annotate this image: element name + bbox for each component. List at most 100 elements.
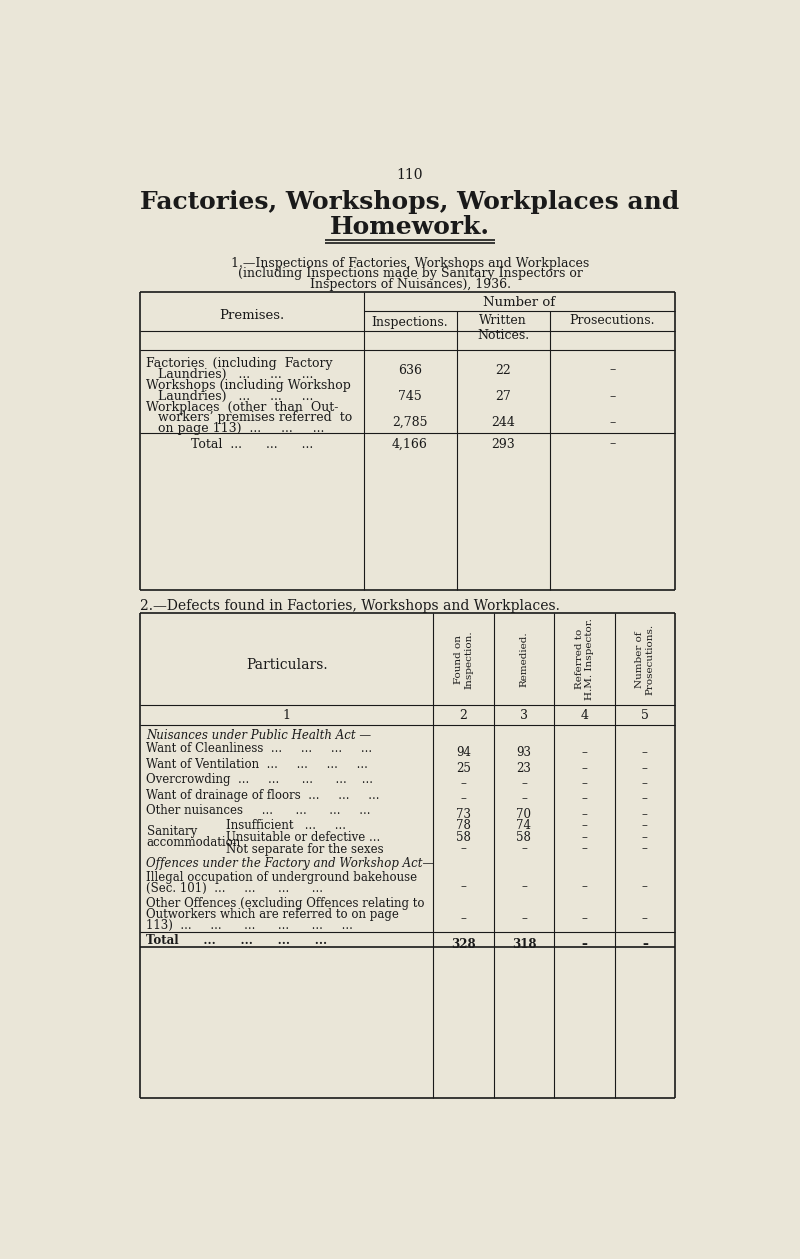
Text: workers’ premises referred  to: workers’ premises referred to — [146, 412, 353, 424]
Text: Other Offences (excluding Offences relating to: Other Offences (excluding Offences relat… — [146, 898, 425, 910]
Text: –: – — [642, 792, 648, 806]
Text: Illegal occupation of underground bakehouse: Illegal occupation of underground bakeho… — [146, 871, 418, 884]
Text: –: – — [642, 938, 648, 951]
Text: –: – — [521, 777, 527, 791]
Text: Want of drainage of floors  ...     ...     ...: Want of drainage of floors ... ... ... — [146, 788, 380, 802]
Text: –: – — [582, 912, 587, 925]
Text: 636: 636 — [398, 364, 422, 376]
Text: –: – — [582, 777, 587, 791]
Text: –: – — [461, 842, 466, 856]
Text: Nuisances under Public Health Act —: Nuisances under Public Health Act — — [146, 729, 372, 742]
Text: Total      ...      ...      ...      ...: Total ... ... ... ... — [146, 934, 328, 947]
Text: Not separate for the sexes: Not separate for the sexes — [226, 842, 383, 856]
Text: 94: 94 — [456, 747, 471, 759]
Text: Unsuitable or defective ...: Unsuitable or defective ... — [226, 831, 380, 844]
Text: –: – — [521, 792, 527, 806]
Text: 4: 4 — [580, 709, 588, 723]
Text: Inspectors of Nuisances), 1936.: Inspectors of Nuisances), 1936. — [310, 278, 510, 291]
Text: 244: 244 — [491, 415, 515, 429]
Text: 293: 293 — [491, 438, 515, 451]
Text: 1: 1 — [282, 709, 290, 721]
Text: Other nuisances     ...      ...      ...     ...: Other nuisances ... ... ... ... — [146, 805, 371, 817]
Text: –: – — [461, 880, 466, 894]
Text: –: – — [521, 880, 527, 894]
Text: –: – — [461, 777, 466, 791]
Text: –: – — [461, 912, 466, 925]
Text: 5: 5 — [641, 709, 649, 723]
Text: –: – — [642, 842, 648, 856]
Text: 27: 27 — [495, 390, 511, 403]
Text: 2.—Defects found in Factories, Workshops and Workplaces.: 2.—Defects found in Factories, Workshops… — [140, 599, 560, 613]
Text: Total  ...      ...      ...: Total ... ... ... — [190, 438, 313, 451]
Text: –: – — [642, 831, 648, 844]
Text: –: – — [582, 880, 587, 894]
Text: Premises.: Premises. — [219, 308, 285, 322]
Text: –: – — [582, 842, 587, 856]
Text: Want of Cleanliness  ...     ...     ...     ...: Want of Cleanliness ... ... ... ... — [146, 743, 373, 755]
Text: Workshops (including Workshop: Workshops (including Workshop — [146, 379, 351, 392]
Text: Number of
Prosecutions.: Number of Prosecutions. — [635, 623, 654, 695]
Text: –: – — [642, 762, 648, 774]
Text: Number of: Number of — [483, 296, 555, 308]
Text: –: – — [609, 390, 615, 403]
Text: –: – — [461, 792, 466, 806]
Text: 58: 58 — [517, 831, 531, 844]
Text: –: – — [582, 762, 587, 774]
Text: Inspections.: Inspections. — [372, 316, 448, 329]
Text: 328: 328 — [451, 938, 476, 951]
Text: 70: 70 — [517, 808, 531, 821]
Text: –: – — [642, 912, 648, 925]
Text: 25: 25 — [456, 762, 471, 774]
Text: Written
Notices.: Written Notices. — [477, 315, 529, 342]
Text: (including Inspections made by Sanitary Inspectors or: (including Inspections made by Sanitary … — [238, 267, 582, 281]
Text: Factories  (including  Factory: Factories (including Factory — [146, 358, 333, 370]
Text: 745: 745 — [398, 390, 422, 403]
Text: Remedied.: Remedied. — [519, 632, 529, 687]
Text: –: – — [582, 831, 587, 844]
Text: 58: 58 — [456, 831, 471, 844]
Text: –: – — [582, 820, 587, 832]
Text: –: – — [609, 438, 615, 451]
Text: Outworkers which are referred to on page: Outworkers which are referred to on page — [146, 908, 399, 922]
Text: –: – — [642, 777, 648, 791]
Text: Overcrowding  ...     ...      ...      ...    ...: Overcrowding ... ... ... ... ... — [146, 773, 374, 786]
Text: Workplaces  (other  than  Out-: Workplaces (other than Out- — [146, 400, 339, 413]
Text: 318: 318 — [512, 938, 536, 951]
Text: 2: 2 — [459, 709, 467, 723]
Text: –: – — [609, 364, 615, 376]
Text: Prosecutions.: Prosecutions. — [570, 315, 655, 327]
Text: Offences under the Factory and Workshop Act—: Offences under the Factory and Workshop … — [146, 857, 434, 870]
Text: on page 113)  ...     ...     ...: on page 113) ... ... ... — [146, 422, 325, 436]
Text: –: – — [642, 820, 648, 832]
Text: 23: 23 — [517, 762, 531, 774]
Text: Particulars.: Particulars. — [246, 658, 327, 672]
Text: –: – — [642, 808, 648, 821]
Text: 1.—Inspections of Factories, Workshops and Workplaces: 1.—Inspections of Factories, Workshops a… — [231, 257, 589, 269]
Text: –: – — [642, 747, 648, 759]
Text: 73: 73 — [456, 808, 471, 821]
Text: 113)  ...     ...      ...      ...      ...     ...: 113) ... ... ... ... ... ... — [146, 919, 354, 932]
Text: Want of Ventilation  ...     ...     ...     ...: Want of Ventilation ... ... ... ... — [146, 758, 368, 771]
Text: 2,785: 2,785 — [392, 415, 428, 429]
Text: –: – — [521, 842, 527, 856]
Text: Homework.: Homework. — [330, 215, 490, 239]
Text: 4,166: 4,166 — [392, 438, 428, 451]
Text: 74: 74 — [517, 820, 531, 832]
Text: 93: 93 — [517, 747, 531, 759]
Text: –: – — [582, 808, 587, 821]
Text: –: – — [521, 912, 527, 925]
Text: –: – — [609, 415, 615, 429]
Text: Factories, Workshops, Workplaces and: Factories, Workshops, Workplaces and — [140, 190, 680, 214]
Text: 3: 3 — [520, 709, 528, 723]
Text: Laundries)   ...     ...     ...: Laundries) ... ... ... — [146, 368, 314, 381]
Text: 22: 22 — [495, 364, 511, 376]
Text: Laundries)   ...     ...     ...: Laundries) ... ... ... — [146, 390, 314, 403]
Text: –: – — [582, 747, 587, 759]
Text: –: – — [642, 880, 648, 894]
Text: Insufficient   ...     ...: Insufficient ... ... — [226, 820, 346, 832]
Text: (Sec. 101)  ...     ...      ...      ...: (Sec. 101) ... ... ... ... — [146, 881, 323, 895]
Text: Found on
Inspection.: Found on Inspection. — [454, 630, 473, 689]
Text: –: – — [582, 938, 587, 951]
Text: Sanitary: Sanitary — [146, 825, 197, 838]
Text: accommodation: accommodation — [146, 836, 241, 849]
